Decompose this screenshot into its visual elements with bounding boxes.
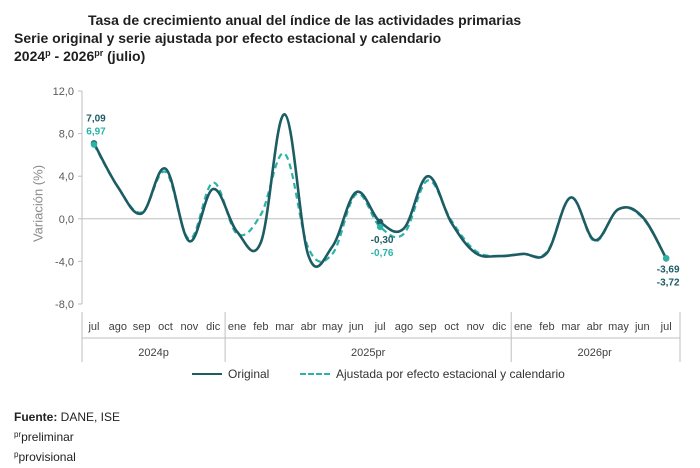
- x-tick-label: oct: [158, 321, 173, 333]
- data-label-top: -3,69: [657, 264, 680, 275]
- x-tick-label: jul: [87, 321, 99, 333]
- x-tick-label: mar: [275, 321, 294, 333]
- preliminary-note: prpreliminar: [14, 430, 74, 444]
- x-tick-label: jun: [634, 321, 650, 333]
- legend-item-adjusted: Ajustada por efecto estacional y calenda…: [300, 367, 565, 381]
- x-tick-label: abr: [587, 321, 603, 333]
- x-tick-label: feb: [539, 321, 554, 333]
- x-tick-label: dic: [492, 321, 507, 333]
- x-tick-label: may: [608, 321, 629, 333]
- data-label-bottom: 6,97: [86, 126, 106, 137]
- data-label-top: 7,09: [86, 113, 106, 124]
- legend-label-adjusted: Ajustada por efecto estacional y calenda…: [336, 367, 565, 381]
- y-tick-label: 8,0: [59, 129, 74, 141]
- x-tick-label: ene: [514, 321, 532, 333]
- legend-swatch-adjusted: [300, 373, 330, 375]
- legend-swatch-original: [192, 373, 222, 375]
- chart-title: Tasa de crecimiento anual del índice de …: [88, 12, 522, 28]
- year-group-label: 2026pr: [578, 347, 613, 359]
- y-tick-label: -8,0: [55, 299, 74, 311]
- x-tick-label: nov: [467, 321, 485, 333]
- x-tick-label: dic: [206, 321, 221, 333]
- y-tick-label: 0,0: [59, 214, 74, 226]
- y-tick-label: -4,0: [55, 256, 74, 268]
- chart-subtitle: Serie original y serie ajustada por efec…: [14, 30, 442, 46]
- x-tick-label: ene: [228, 321, 246, 333]
- legend-label-original: Original: [228, 367, 270, 381]
- marker-adjusted: [376, 223, 384, 231]
- y-tick-label: 4,0: [59, 171, 74, 183]
- x-tick-label: jul: [374, 321, 386, 333]
- data-label-bottom: -0,76: [371, 248, 394, 259]
- source-note: Fuente: DANE, ISE: [14, 410, 121, 424]
- x-tick-label: may: [322, 321, 343, 333]
- data-label-top: -0,30: [371, 235, 394, 246]
- x-tick-label: mar: [561, 321, 580, 333]
- provisional-note: pprovisional: [14, 450, 76, 464]
- x-tick-label: feb: [253, 321, 268, 333]
- x-tick-label: abr: [301, 321, 317, 333]
- x-tick-label: sep: [133, 321, 151, 333]
- marker-adjusted: [662, 254, 670, 262]
- x-tick-label: oct: [444, 321, 459, 333]
- marker-original: [376, 218, 384, 226]
- x-tick-label: jun: [348, 321, 364, 333]
- data-label-bottom: -3,72: [657, 277, 680, 288]
- x-tick-label: nov: [180, 321, 198, 333]
- y-tick-label: 12,0: [53, 86, 74, 98]
- footnotes: Fuente: DANE, ISE prpreliminar pprovisio…: [14, 409, 120, 466]
- marker-adjusted: [90, 141, 98, 148]
- year-group-label: 2025pr: [351, 347, 386, 359]
- chart-period: 2024p - 2026pr (julio): [14, 48, 146, 64]
- series-line-original: [92, 113, 668, 268]
- x-tick-label: ago: [395, 321, 413, 333]
- year-group-label: 2024p: [138, 347, 169, 359]
- x-tick-label: jul: [660, 321, 672, 333]
- x-tick-label: ago: [109, 321, 127, 333]
- legend-item-original: Original: [192, 367, 269, 381]
- x-tick-label: sep: [419, 321, 437, 333]
